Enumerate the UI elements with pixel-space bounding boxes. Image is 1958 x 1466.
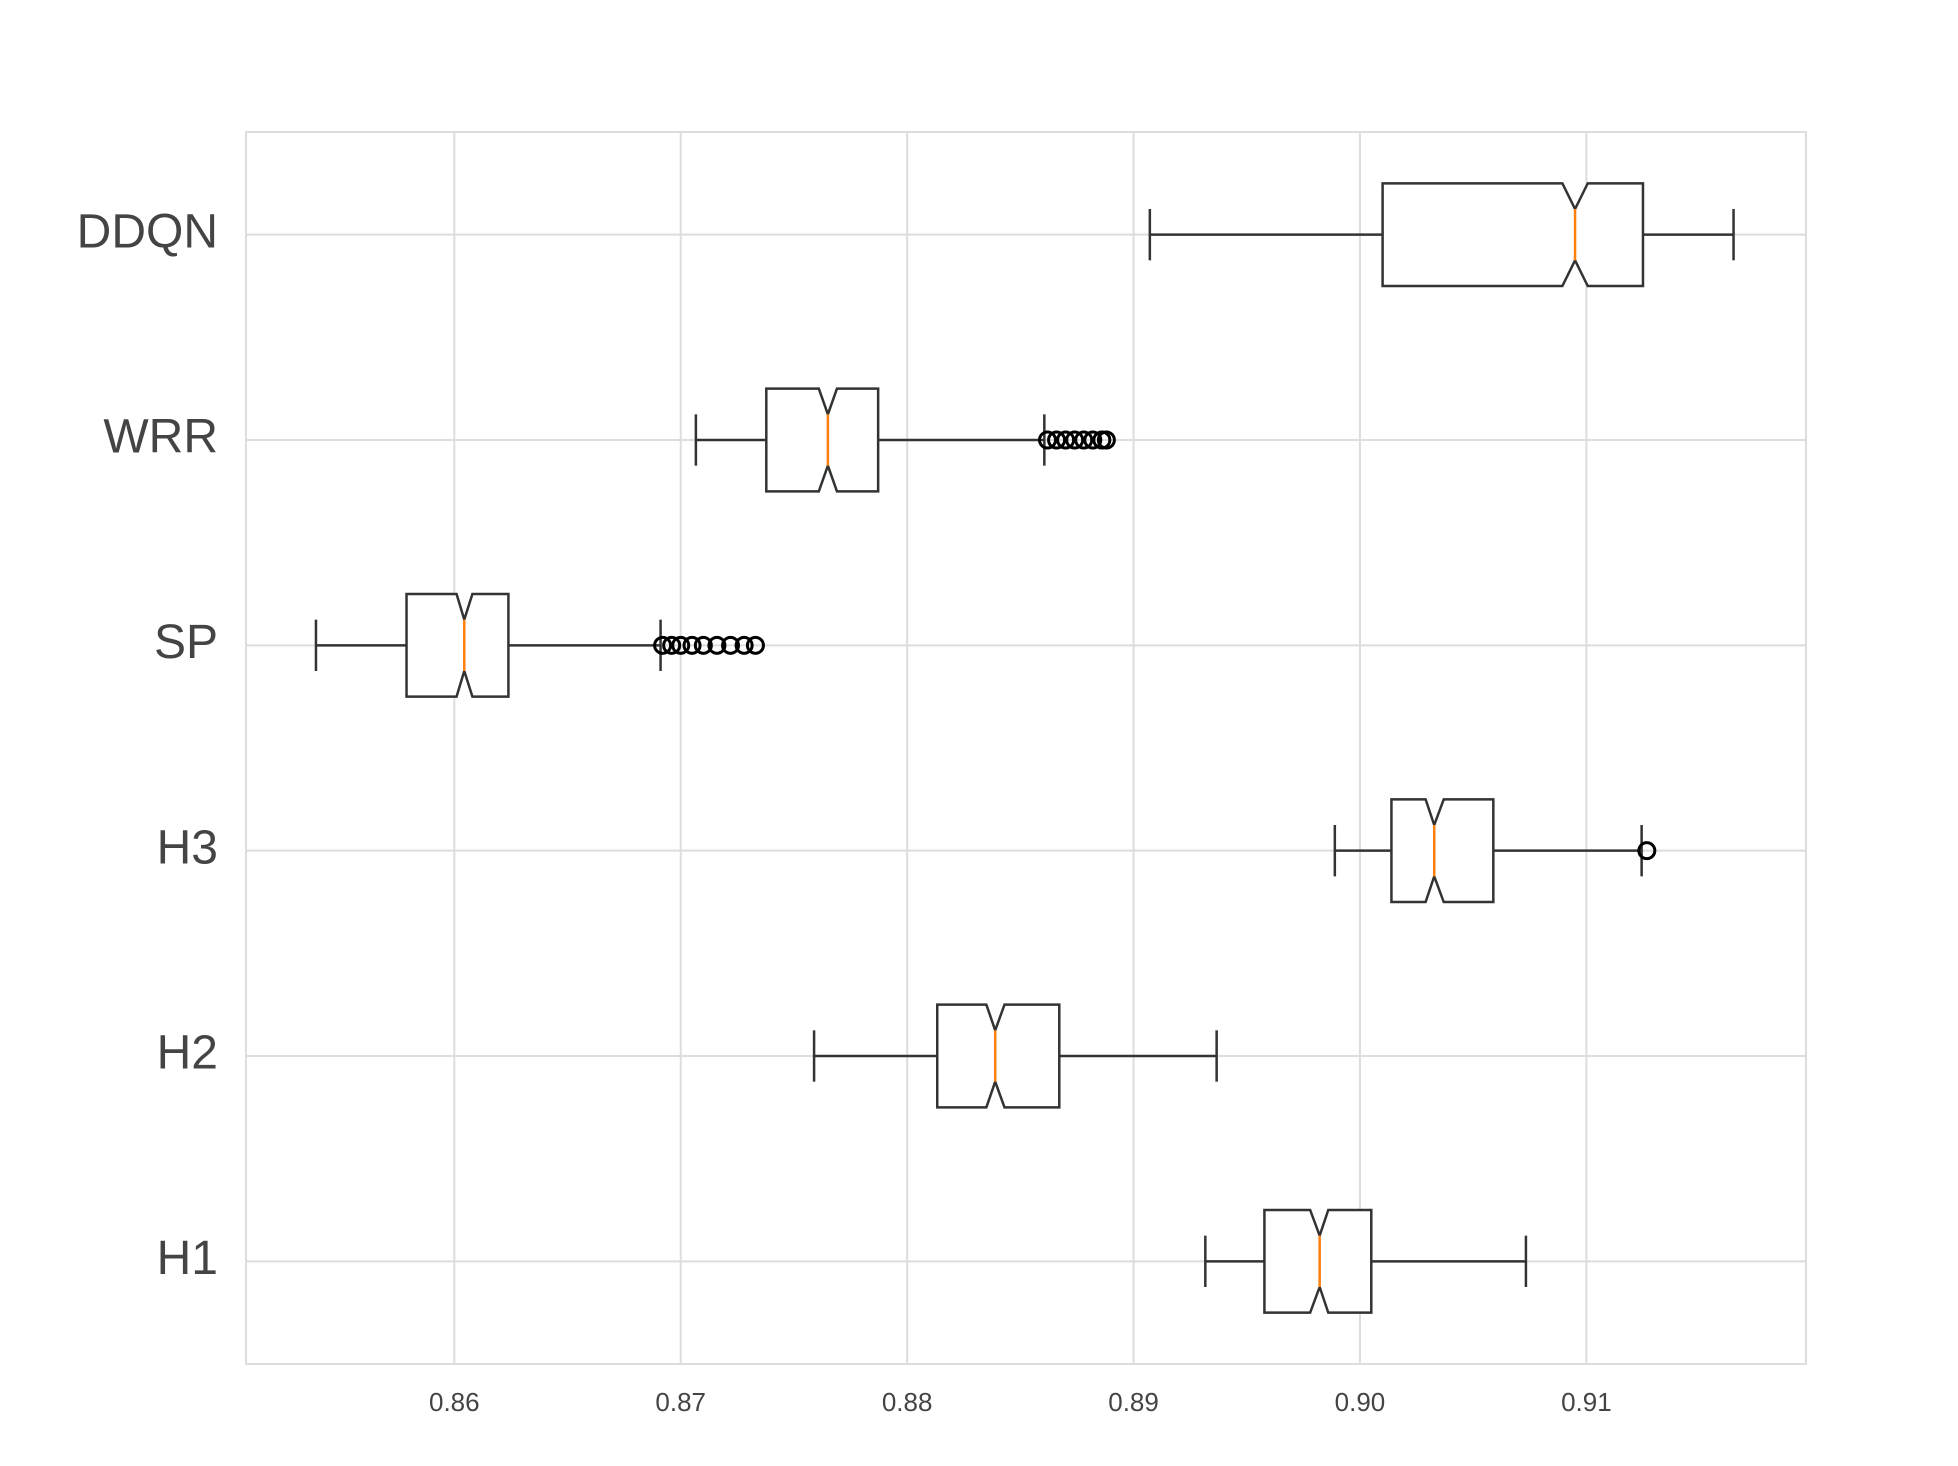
- outlier: [1065, 430, 1085, 450]
- y-tick-label: H2: [157, 1027, 218, 1080]
- outlier: [1047, 430, 1067, 450]
- box: [405, 592, 510, 698]
- outlier: [707, 635, 727, 655]
- outlier: [1083, 430, 1103, 450]
- plot-frame: [245, 131, 1807, 1365]
- x-tick-label: 0.90: [1335, 1387, 1386, 1417]
- box: [935, 1003, 1061, 1109]
- outlier: [662, 635, 682, 655]
- outlier: [682, 635, 702, 655]
- outlier: [1038, 430, 1058, 450]
- box: [1390, 798, 1495, 904]
- outlier: [1637, 841, 1657, 861]
- outlier: [693, 635, 713, 655]
- outlier: [721, 635, 741, 655]
- outlier: [1074, 430, 1094, 450]
- y-tick-label: SP: [154, 616, 218, 669]
- y-tick-label: H3: [157, 821, 218, 874]
- outlier: [1096, 430, 1116, 450]
- x-tick-label: 0.91: [1561, 1387, 1612, 1417]
- x-tick-label: 0.88: [882, 1387, 933, 1417]
- outlier: [653, 635, 673, 655]
- x-tick-label: 0.89: [1108, 1387, 1159, 1417]
- outlier: [745, 635, 765, 655]
- outlier: [734, 635, 754, 655]
- x-tick-label: 0.86: [429, 1387, 480, 1417]
- x-tick-label: 0.87: [655, 1387, 706, 1417]
- y-tick-label: DDQN: [77, 205, 218, 258]
- y-tick-label: WRR: [103, 411, 218, 464]
- outlier: [671, 635, 691, 655]
- box: [1263, 1208, 1373, 1314]
- box: [1381, 182, 1645, 288]
- y-tick-label: H1: [157, 1232, 218, 1285]
- box: [765, 387, 880, 493]
- outlier: [1056, 430, 1076, 450]
